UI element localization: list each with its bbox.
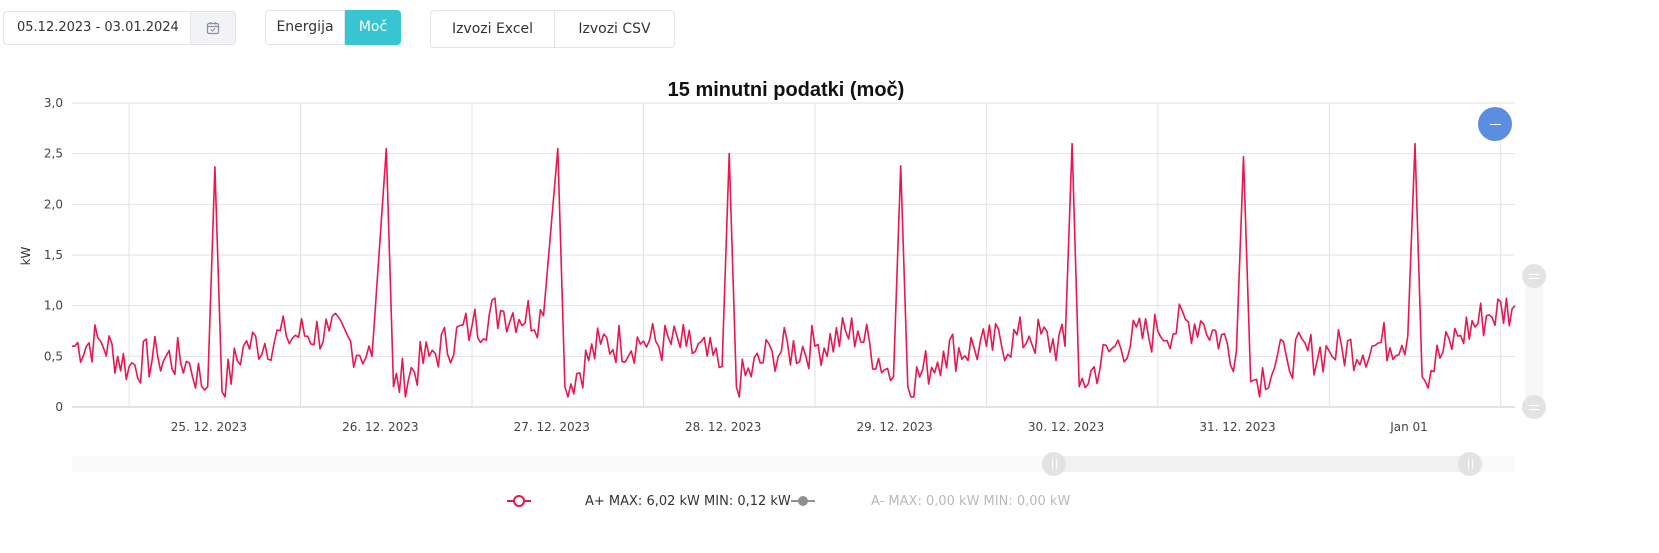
zoom-out-button[interactable]: [1478, 107, 1512, 141]
x-tick-label: 30. 12. 2023: [1028, 420, 1104, 434]
legend-label-a-minus: A- MAX: 0,00 kW MIN: 0,00 kW: [871, 493, 1071, 509]
y-tick-label: 0,5: [44, 349, 63, 363]
x-tick-label: 29. 12. 2023: [856, 420, 932, 434]
chart-legend: A+ MAX: 6,02 kW MIN: 0,12 kW A- MAX: 0,0…: [0, 490, 1659, 514]
date-range-input[interactable]: 05.12.2023 - 03.01.2024: [17, 20, 179, 35]
y-tick-label: 1,5: [44, 248, 63, 262]
chart-title: 15 minutni podatki (moč): [668, 79, 905, 101]
chart-axes: 0 0,5 1,0 1,5 2,0 2,5 3,0 25. 12. 2023 26. 12. 2…: [44, 96, 1428, 434]
legend-marker-a-minus-icon: [791, 496, 815, 506]
legend-item-a-minus[interactable]: A- MAX: 0,00 kW MIN: 0,00 kW: [791, 490, 1070, 512]
navigator-handle-right[interactable]: [1458, 452, 1482, 476]
x-tick-label: 28. 12. 2023: [685, 420, 761, 434]
series-line-a-plus: [71, 142, 1516, 398]
export-csv-button[interactable]: Izvozi CSV: [554, 10, 675, 48]
y-tick-label: 0: [55, 400, 63, 414]
x-tick-label: 26. 12. 2023: [342, 420, 418, 434]
vertical-scrollbar-track[interactable]: [1525, 268, 1543, 418]
legend-marker-a-plus-icon: [507, 495, 531, 507]
y-tick-label: 1,0: [44, 299, 63, 313]
calendar-button[interactable]: [190, 12, 235, 44]
series-layer: [71, 142, 1516, 398]
legend-label-a-plus: A+ MAX: 6,02 kW MIN: 0,12 kW: [585, 493, 791, 509]
date-range-picker[interactable]: 05.12.2023 - 03.01.2024: [3, 11, 236, 45]
vertical-scroll-handle-top[interactable]: [1522, 264, 1546, 288]
y-tick-label: 2,5: [44, 147, 63, 161]
moc-toggle-button[interactable]: Moč: [345, 10, 401, 45]
vertical-scroll-handle-bottom[interactable]: [1522, 395, 1546, 419]
x-tick-label: Jan 01: [1389, 420, 1428, 434]
y-axis-label: kW: [19, 246, 33, 265]
chart-grid: [72, 102, 1515, 408]
x-tick-label: 25. 12. 2023: [171, 420, 247, 434]
navigator-selection[interactable]: [1054, 456, 1470, 472]
navigator-handle-left[interactable]: [1042, 452, 1066, 476]
zoom-out-icon: [1489, 123, 1501, 125]
x-tick-label: 27. 12. 2023: [514, 420, 590, 434]
y-tick-label: 2,0: [44, 197, 63, 211]
calendar-icon: [206, 22, 220, 35]
export-excel-button[interactable]: Izvozi Excel: [430, 10, 555, 48]
toolbar: 05.12.2023 - 03.01.2024 Energija Moč Izv…: [0, 0, 1659, 60]
x-tick-label: 31. 12. 2023: [1199, 420, 1275, 434]
legend-item-a-plus[interactable]: A+ MAX: 6,02 kW MIN: 0,12 kW: [507, 490, 791, 512]
y-tick-label: 3,0: [44, 96, 63, 110]
energija-toggle-button[interactable]: Energija: [265, 10, 345, 45]
